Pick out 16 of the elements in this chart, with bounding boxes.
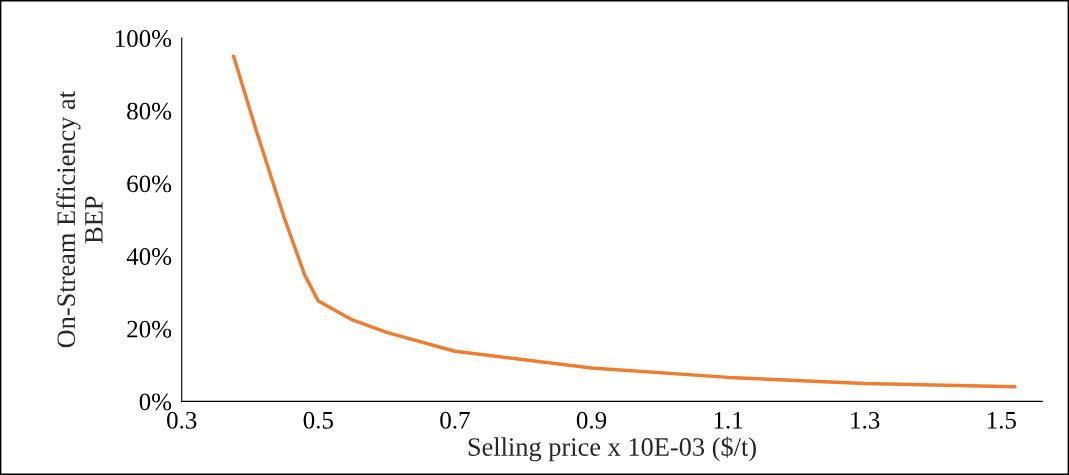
x-tick-label: 0.3 xyxy=(167,411,197,429)
y-tick-label: 0% xyxy=(139,393,172,411)
y-tick-label: 80% xyxy=(127,102,172,120)
y-tick-label: 100% xyxy=(115,30,172,47)
y-tick-label: 40% xyxy=(126,248,172,266)
x-tick-label: 0.7 xyxy=(440,411,470,429)
x-tick-label: 0.9 xyxy=(576,411,607,429)
x-tick-label: 1.1 xyxy=(714,411,743,429)
y-axis-title: On-Stream Efficiency at BEP xyxy=(56,91,103,348)
x-tick-label: 1.5 xyxy=(987,411,1016,429)
x-tick-label: 0.5 xyxy=(303,411,333,429)
line-series xyxy=(231,54,1017,389)
y-tick-label: 20% xyxy=(127,320,172,338)
x-axis-title: Selling price x 10E-03 ($/t) xyxy=(468,436,756,462)
x-tick-label: 1.3 xyxy=(851,411,880,429)
y-tick-label: 60% xyxy=(127,175,172,193)
